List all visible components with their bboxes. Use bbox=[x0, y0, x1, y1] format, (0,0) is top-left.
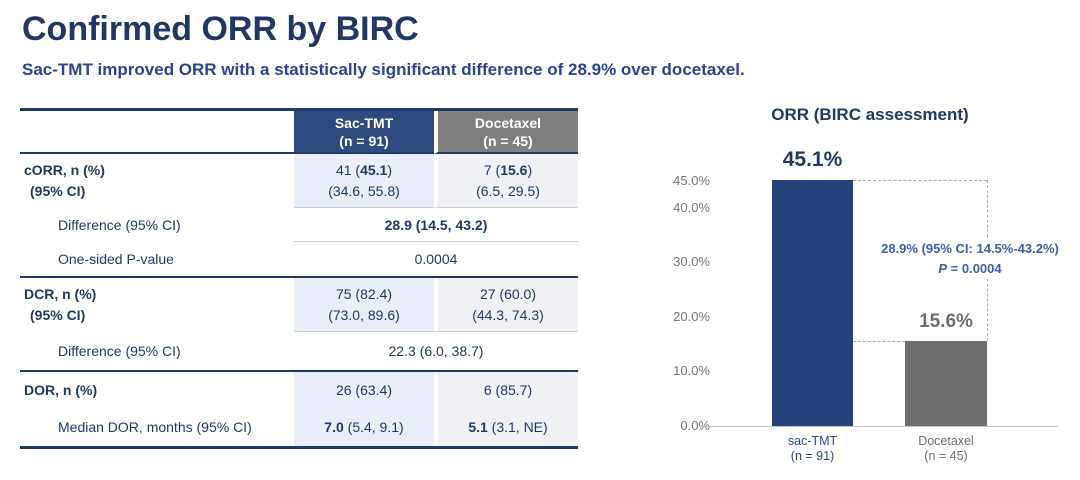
bar-docetaxel bbox=[905, 340, 987, 426]
x-axis-category-label: Docetaxel (n = 45) bbox=[918, 434, 974, 463]
cell-docetaxel: 27 (60.0) (44.3, 74.3) bbox=[434, 278, 578, 332]
table-row: Median DOR, months (95% CI) 7.0 (5.4, 9.1… bbox=[20, 409, 578, 446]
cell-sac-tmt: 75 (82.4) (73.0, 89.6) bbox=[294, 278, 434, 332]
table-row: Difference (95% CI) 22.3 (6.0, 38.7) bbox=[20, 332, 578, 372]
cell-docetaxel: 7 (15.6) (6.5, 29.5) bbox=[434, 154, 578, 208]
row-label: Difference (95% CI) bbox=[20, 332, 294, 372]
difference-baseline-dotted-line bbox=[853, 340, 905, 342]
y-axis-tick-label: 45.0% bbox=[673, 172, 710, 188]
cell-docetaxel: 6 (85.7) bbox=[434, 372, 578, 409]
row-label: cORR, n (%) (95% CI) bbox=[24, 162, 105, 199]
cell-sac-tmt: 7.0 (5.4, 9.1) bbox=[294, 409, 434, 446]
header-sac-tmt-n: (n = 91) bbox=[339, 132, 389, 149]
header-docetaxel-name: Docetaxel bbox=[474, 114, 542, 131]
bar-value-label: 15.6% bbox=[919, 310, 973, 332]
bracket-horizontal-dashed-line bbox=[853, 179, 987, 181]
page-subtitle: Sac-TMT improved ORR with a statisticall… bbox=[22, 60, 745, 79]
y-axis-tick-label: 30.0% bbox=[673, 254, 710, 270]
header-docetaxel-n: (n = 45) bbox=[483, 132, 533, 149]
cell-docetaxel: 5.1 (3.1, NE) bbox=[434, 409, 578, 446]
p-value-text: P = 0.0004 bbox=[938, 261, 1002, 276]
results-table-container: Sac-TMT (n = 91) Docetaxel (n = 45) cORR… bbox=[20, 108, 578, 449]
x-axis-category-label: sac-TMT (n = 91) bbox=[787, 434, 838, 463]
y-axis-tick-label: 40.0% bbox=[673, 199, 710, 215]
row-value-span: 0.0004 bbox=[294, 242, 578, 278]
bar-value-label: 45.1% bbox=[782, 147, 843, 171]
y-axis-tick-label: 20.0% bbox=[673, 308, 710, 324]
difference-annotation: 28.9% (95% CI: 14.5%-43.2%) P = 0.0004 bbox=[868, 239, 1072, 279]
cell-sac-tmt: 41 (45.1) (34.6, 55.8) bbox=[294, 154, 434, 208]
bar-sac-tmt bbox=[772, 179, 853, 426]
row-label: DCR, n (%) (95% CI) bbox=[24, 286, 97, 323]
header-docetaxel: Docetaxel (n = 45) bbox=[434, 111, 578, 154]
difference-ci-text: 28.9% (95% CI: 14.5%-43.2%) bbox=[881, 241, 1059, 256]
table-row: DOR, n (%) 26 (63.4) 6 (85.7) bbox=[20, 372, 578, 409]
table-row: DCR, n (%) (95% CI) 75 (82.4) (73.0, 89.6) 2… bbox=[20, 278, 578, 332]
x-axis-start-tick bbox=[700, 426, 701, 430]
cell-sac-tmt: 26 (63.4) bbox=[294, 372, 434, 409]
results-table: Sac-TMT (n = 91) Docetaxel (n = 45) cORR… bbox=[20, 108, 578, 449]
x-axis-line bbox=[700, 426, 1058, 427]
header-sac-tmt: Sac-TMT (n = 91) bbox=[294, 111, 434, 154]
row-label: One-sided P-value bbox=[20, 242, 294, 278]
header-empty-cell bbox=[20, 111, 294, 154]
table-row: Difference (95% CI) 28.9 (14.5, 43.2) bbox=[20, 208, 578, 242]
chart-title: ORR (BIRC assessment) bbox=[771, 105, 969, 124]
table-header-row: Sac-TMT (n = 91) Docetaxel (n = 45) bbox=[20, 111, 578, 154]
results-table-body: cORR, n (%) (95% CI) 41 (45.1) (34.6, 55.8)… bbox=[20, 154, 578, 446]
table-row: cORR, n (%) (95% CI) 41 (45.1) (34.6, 55.8)… bbox=[20, 154, 578, 208]
header-sac-tmt-name: Sac-TMT bbox=[334, 114, 394, 131]
y-axis-tick-label: 10.0% bbox=[673, 363, 710, 379]
row-value-span: 22.3 (6.0, 38.7) bbox=[294, 332, 578, 372]
row-label: DOR, n (%) bbox=[24, 382, 98, 398]
row-label: Median DOR, months (95% CI) bbox=[58, 419, 252, 435]
page-title: Confirmed ORR by BIRC bbox=[22, 10, 419, 48]
row-label: Difference (95% CI) bbox=[58, 216, 181, 233]
row-value-span: 28.9 (14.5, 43.2) bbox=[294, 208, 578, 242]
orr-chart: ORR (BIRC assessment) 45.0% 40.0% 30.0% 20.… bbox=[630, 100, 1078, 475]
y-axis-tick-label: 0.0% bbox=[680, 418, 710, 433]
table-row: One-sided P-value 0.0004 bbox=[20, 242, 578, 278]
